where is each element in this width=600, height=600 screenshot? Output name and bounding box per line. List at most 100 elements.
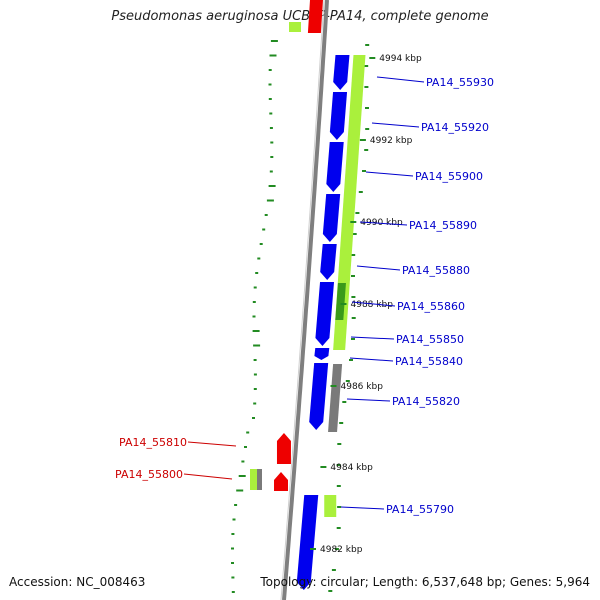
green-feature-left <box>250 469 258 490</box>
gc-skew-mark <box>328 590 333 592</box>
gc-skew-mark <box>358 191 363 193</box>
gene-label-leader <box>187 441 237 447</box>
gc-skew-mark <box>268 98 272 100</box>
gc-skew-mark <box>337 506 342 508</box>
gc-skew-mark <box>252 315 256 318</box>
gc-skew-mark <box>231 533 235 535</box>
gc-skew-mark <box>269 127 273 129</box>
tick-mark <box>359 139 366 141</box>
gc-skew-mark <box>257 257 261 260</box>
gc-skew-mark <box>336 527 341 529</box>
gc-skew-mark <box>270 141 274 144</box>
tick-mark <box>350 221 357 223</box>
gc-skew-mark <box>270 156 274 158</box>
position-label: 4988 kbp <box>351 300 394 310</box>
gc-skew-mark <box>364 86 369 88</box>
gc-skew-mark <box>259 243 263 245</box>
gc-skew-mark <box>231 576 235 579</box>
gc-skew-mark <box>236 489 244 492</box>
cds-arrow <box>333 55 350 90</box>
gc-skew-mark <box>232 518 236 521</box>
gc-skew-track <box>231 40 370 593</box>
gene-labels: PA14_55930 PA14_55920 PA14_55900 PA14_55890… <box>115 76 494 516</box>
gc-skew-mark <box>269 170 273 173</box>
gene-label: PA14_55880 <box>402 264 470 277</box>
gc-skew-mark <box>364 65 369 67</box>
position-label: 4992 kbp <box>370 136 413 146</box>
gc-skew-mark <box>351 275 355 277</box>
green-feature-small <box>324 495 337 517</box>
gc-skew-mark <box>334 548 339 550</box>
gc-skew-mark <box>253 359 257 361</box>
gc-skew-mark <box>351 317 356 319</box>
gc-skew-mark <box>362 170 366 172</box>
gc-skew-mark <box>355 212 360 214</box>
gc-skew-mark <box>262 228 266 231</box>
position-label: 4994 kbp <box>379 54 422 64</box>
gc-skew-mark <box>351 296 356 298</box>
gc-skew-mark <box>269 54 277 57</box>
gc-skew-mark <box>252 301 256 303</box>
gc-skew-mark <box>365 107 369 109</box>
gc-skew-mark <box>241 460 245 463</box>
gene-label-leader <box>359 221 408 226</box>
tick-mark <box>320 466 327 468</box>
gray-feature-left <box>257 469 262 490</box>
gc-skew-mark <box>365 44 370 46</box>
genome-backbone <box>280 0 329 600</box>
backbone-outer <box>282 0 329 600</box>
gene-label: PA14_55850 <box>396 333 464 346</box>
gc-skew-mark <box>268 69 272 71</box>
gene-label-leader <box>349 357 394 362</box>
gene-label-leader <box>340 506 385 510</box>
cds-arrow <box>320 244 337 280</box>
position-label: 4982 kbp <box>320 545 363 555</box>
gc-skew-mark <box>336 464 341 466</box>
gc-skew-mark <box>231 591 235 593</box>
cds-arrow <box>309 363 329 430</box>
backbone-inner <box>280 0 325 600</box>
position-label: 4984 kbp <box>330 463 373 473</box>
gene-label: PA14_55890 <box>409 219 477 232</box>
gc-skew-mark <box>238 475 246 477</box>
dark-green-feature <box>335 283 346 320</box>
cds-arrow <box>315 282 335 346</box>
gene-label: PA14_55920 <box>421 121 489 134</box>
gc-skew-mark <box>253 373 257 376</box>
cds-arrow <box>326 142 344 192</box>
gc-skew-mark <box>255 272 259 274</box>
gc-skew-mark <box>351 254 356 256</box>
gc-skew-mark <box>244 446 247 448</box>
gene-arrow-top <box>307 0 323 33</box>
gc-skew-mark <box>231 547 234 550</box>
gc-skew-mark <box>252 330 260 332</box>
gc-skew-mark <box>253 344 261 347</box>
accession-text: Accession: NC_008463 <box>9 575 146 589</box>
gene-label-leader <box>346 398 391 402</box>
gene-label: PA14_55820 <box>392 395 460 408</box>
gene-label: PA14_55790 <box>386 503 454 516</box>
gc-skew-mark <box>253 286 257 289</box>
gene-arrow <box>274 472 289 491</box>
green-feature-band <box>333 55 366 350</box>
gc-skew-mark <box>268 185 276 187</box>
gc-skew-mark <box>336 485 341 487</box>
gene-label-leader <box>356 265 401 271</box>
gene-label-leader <box>183 473 233 480</box>
gene-label: PA14_55810 <box>119 436 187 449</box>
cds-arrow <box>314 348 330 360</box>
gc-skew-mark <box>331 569 336 571</box>
gc-skew-mark <box>364 149 369 151</box>
position-label: 4986 kbp <box>341 382 384 392</box>
gene-label-leader <box>365 171 414 177</box>
gc-skew-mark <box>264 214 268 216</box>
gc-skew-mark <box>339 422 344 424</box>
cds-arrow <box>296 495 319 590</box>
gene-label-leader <box>376 76 425 83</box>
gc-skew-mark <box>351 338 355 340</box>
gray-feature <box>328 364 343 432</box>
gene-label-leader <box>351 301 396 307</box>
gc-skew-mark <box>337 443 342 445</box>
gene-arrow <box>276 433 291 464</box>
